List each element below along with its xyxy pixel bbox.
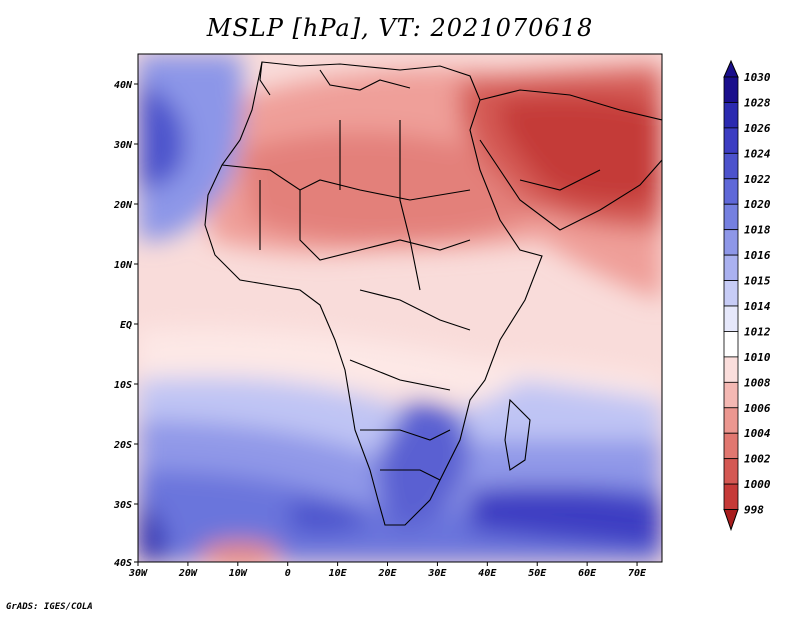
- colorbar-label: 1020: [744, 198, 771, 211]
- lon-label: 60E: [578, 568, 597, 579]
- colorbar-cell: [723, 127, 739, 154]
- colorbar-cell: [723, 331, 739, 358]
- colorbar-label: 1028: [744, 96, 771, 109]
- colorbar-cell: [723, 178, 739, 205]
- colorbar-cell: [723, 356, 739, 383]
- colorbar-top-arrow: [723, 59, 739, 78]
- colorbar-cell: [723, 254, 739, 281]
- colorbar-cell: [723, 102, 739, 129]
- lon-label: 70E: [628, 568, 647, 579]
- colorbar-label: 1004: [744, 427, 771, 440]
- lon-label: 0: [285, 568, 291, 579]
- lat-label: 30N: [113, 140, 133, 151]
- colorbar-cell: [723, 229, 739, 256]
- lon-label: 30E: [427, 568, 447, 579]
- lat-label: 20N: [113, 200, 133, 211]
- colorbar: 1030 1028 1026 1024 1022 1020 1018 1016 1015 1014…: [723, 59, 771, 532]
- lon-label: 40E: [478, 568, 497, 579]
- lat-label: 40S: [114, 558, 132, 569]
- lat-label: 30S: [113, 500, 132, 511]
- colorbar-label: 998: [744, 504, 764, 517]
- lat-label: 20S: [113, 440, 132, 451]
- colorbar-label: 1030: [744, 71, 771, 84]
- colorbar-label: 1006: [744, 402, 771, 415]
- map-title: MSLP [hPa], VT: 2021070618: [206, 14, 594, 42]
- colorbar-cell: [723, 407, 739, 434]
- coastlines: [204, 61, 662, 526]
- colorbar-label: 1000: [744, 478, 771, 491]
- colorbar-cell: [723, 381, 739, 409]
- colorbar-label: 1015: [744, 275, 771, 288]
- footer-credit: GrADS: IGES/COLA: [6, 602, 93, 612]
- lat-label: EQ: [120, 320, 132, 331]
- colorbar-cell: [723, 203, 739, 231]
- lon-label: 50E: [528, 568, 547, 579]
- colorbar-cell: [723, 483, 739, 510]
- lon-label: 20W: [178, 568, 198, 579]
- colorbar-cell: [723, 305, 739, 332]
- colorbar-label: 1022: [744, 173, 771, 186]
- lon-label: 10E: [329, 568, 348, 579]
- colorbar-cell: [723, 280, 739, 307]
- colorbar-cell: [723, 152, 739, 180]
- lat-label: 40N: [114, 80, 133, 91]
- colorbar-cell: [723, 76, 739, 103]
- lat-label: 10N: [114, 260, 133, 271]
- colorbar-label: 1018: [744, 224, 771, 237]
- colorbar-cell: [723, 458, 739, 485]
- map-frame: [137, 53, 663, 563]
- colorbar-label: 1026: [744, 122, 771, 135]
- colorbar-cell: [723, 432, 739, 460]
- lon-label: 20E: [377, 568, 397, 579]
- lon-label: 30W: [128, 568, 148, 579]
- colorbar-label: 1024: [744, 147, 771, 160]
- colorbar-bottom-arrow: [723, 509, 739, 532]
- colorbar-label: 1010: [744, 351, 771, 364]
- colorbar-label: 1016: [744, 249, 771, 262]
- lat-label: 10S: [114, 380, 132, 391]
- latitude-axis: 40N 30N 20N 10N EQ 10S 20S 30S 40S: [113, 80, 138, 569]
- colorbar-label: 1014: [744, 300, 771, 313]
- longitude-axis: 30W 20W 10W 0 10E 20E 30E 40E 50E 60E 70E: [128, 562, 647, 579]
- colorbar-label: 1008: [744, 376, 771, 389]
- colorbar-label: 1012: [744, 325, 771, 338]
- colorbar-label: 1002: [744, 453, 771, 466]
- lon-label: 10W: [229, 568, 248, 579]
